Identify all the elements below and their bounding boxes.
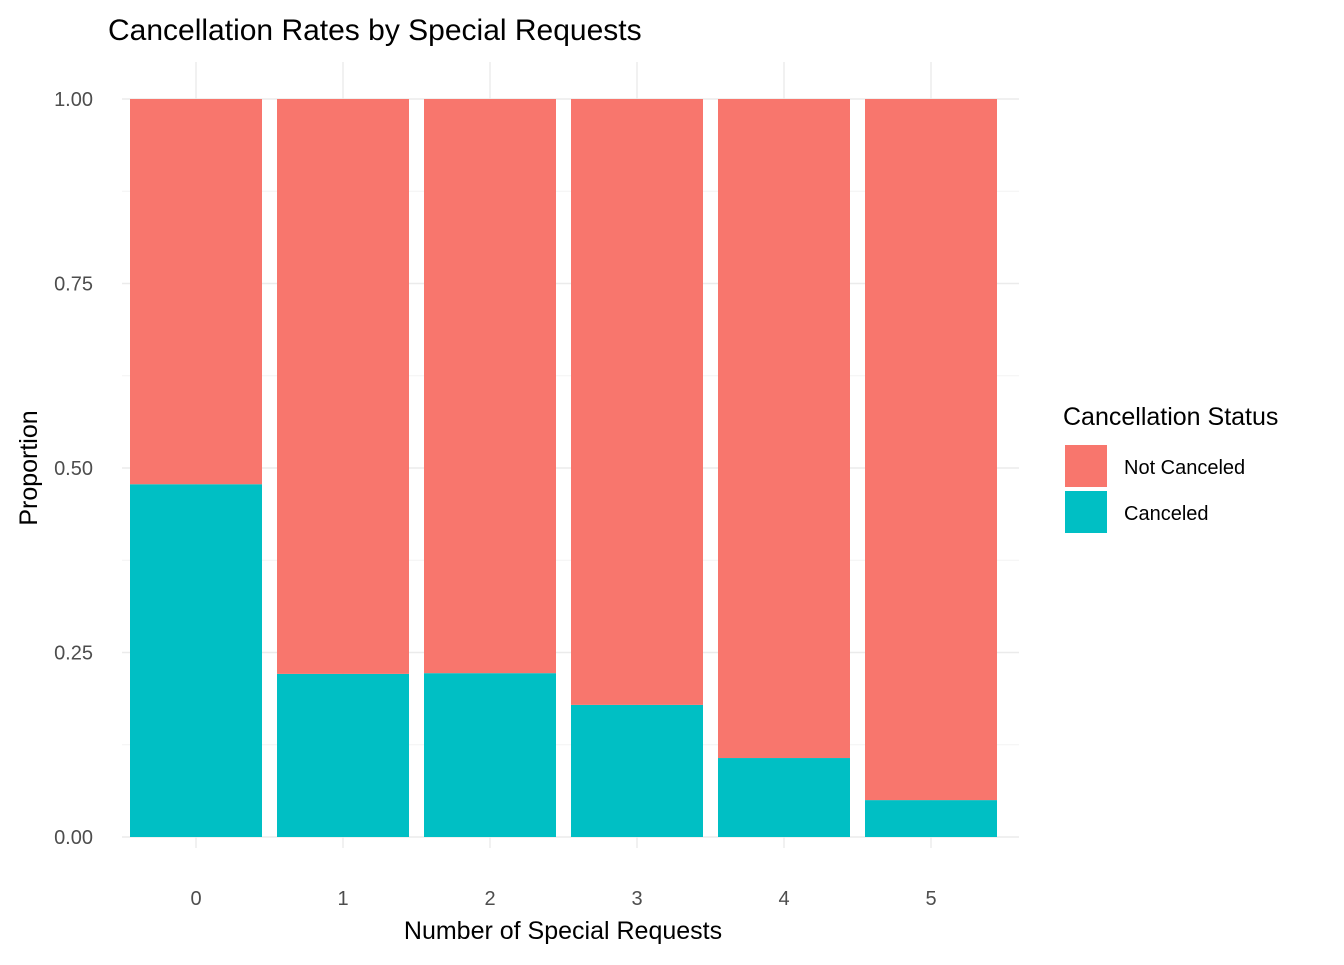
x-tick-label: 2 — [484, 888, 495, 910]
x-tick-label: 3 — [631, 888, 642, 910]
y-axis-title: Proportion — [15, 410, 43, 525]
y-tick-label: 0.00 — [54, 827, 93, 849]
x-axis-ticks: 0 1 2 3 4 5 — [190, 888, 936, 910]
x-tick-label: 4 — [778, 888, 789, 910]
bar-canceled-3 — [571, 704, 703, 837]
x-tick-label: 1 — [337, 888, 348, 910]
bars — [130, 99, 997, 837]
bar-not-canceled-2 — [424, 99, 556, 674]
legend-label-not-canceled: Not Canceled — [1124, 457, 1245, 479]
bar-canceled-2 — [424, 673, 556, 837]
legend: Cancellation Status Not Canceled Canceled — [1063, 403, 1278, 533]
bar-not-canceled-0 — [130, 99, 262, 485]
chart-title: Cancellation Rates by Special Requests — [108, 14, 642, 47]
legend-label-canceled: Canceled — [1124, 503, 1209, 525]
bar-not-canceled-5 — [865, 99, 997, 801]
bar-not-canceled-4 — [718, 99, 850, 759]
legend-title: Cancellation Status — [1063, 403, 1278, 431]
bar-canceled-4 — [718, 758, 850, 837]
legend-key-not-canceled — [1065, 445, 1107, 487]
x-tick-label: 0 — [190, 888, 201, 910]
bar-not-canceled-3 — [571, 99, 703, 705]
bar-canceled-5 — [865, 800, 997, 837]
legend-items: Not Canceled Canceled — [1065, 445, 1245, 533]
bar-not-canceled-1 — [277, 99, 409, 674]
bar-canceled-1 — [277, 673, 409, 837]
y-tick-label: 0.50 — [54, 458, 93, 480]
y-tick-label: 0.75 — [54, 274, 93, 296]
y-tick-label: 1.00 — [54, 89, 93, 111]
y-tick-label: 0.25 — [54, 643, 93, 665]
x-tick-label: 5 — [925, 888, 936, 910]
x-axis-title: Number of Special Requests — [404, 917, 722, 945]
y-axis-ticks: 0.00 0.25 0.50 0.75 1.00 — [54, 89, 93, 849]
bar-canceled-0 — [130, 484, 262, 837]
legend-key-canceled — [1065, 491, 1107, 533]
